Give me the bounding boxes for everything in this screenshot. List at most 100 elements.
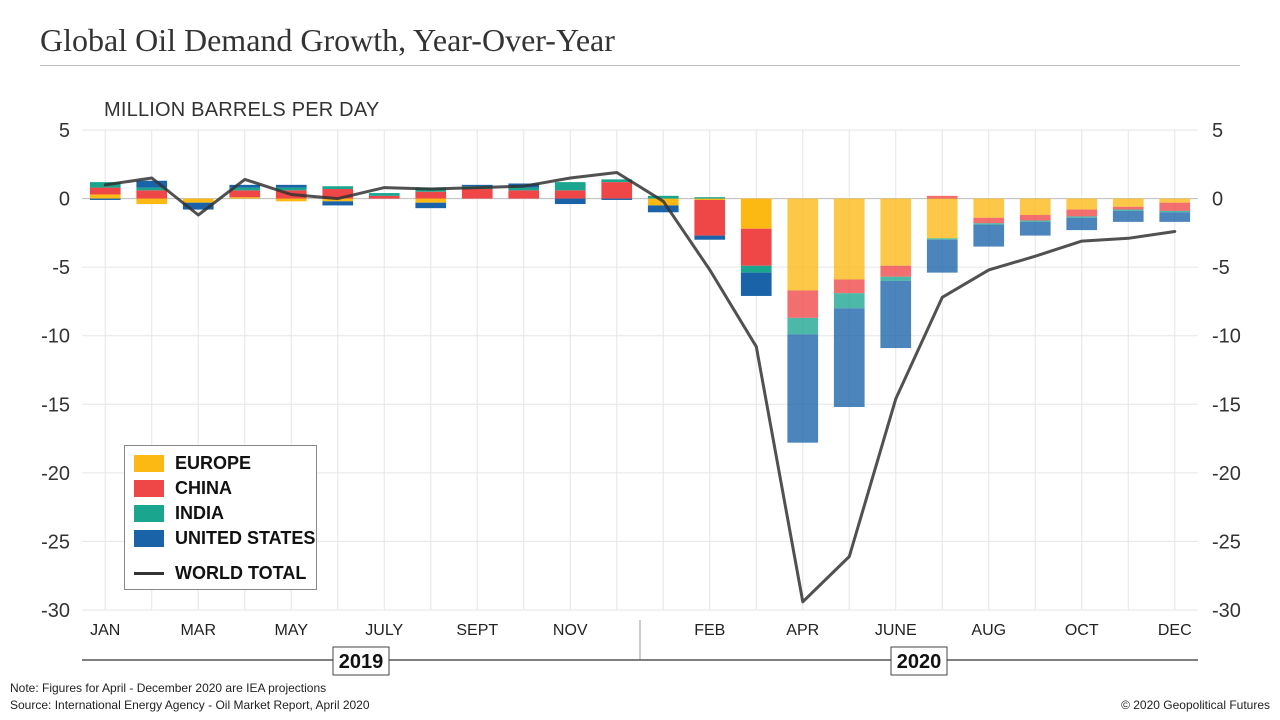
bar-europe [1066,198,1098,210]
legend-swatch-europe [134,454,164,472]
y-tick-label-left: 0 [59,189,70,211]
bar-united-states [740,272,772,296]
bar-united-states [647,205,679,213]
bar-india [136,187,168,191]
bar-china [461,188,493,199]
bar-united-states [182,202,214,210]
legend-item-india: INDIA [134,503,224,523]
bar-india [787,317,819,335]
legend-swatch-india [134,504,164,522]
bar-united-states [1019,221,1051,236]
bar-india [1159,210,1191,213]
bar-china [833,279,865,294]
x-tick-label: DEC [1158,622,1192,639]
bar-europe [415,198,447,203]
y-tick-label-left: -30 [41,600,70,622]
bar-europe [182,198,214,203]
bar-china [601,182,633,199]
bar-china [229,190,261,198]
x-tick-label: MAY [275,622,309,639]
y-tick-label-right: -25 [1212,531,1241,553]
bar-india [554,182,586,191]
bar-india [275,187,307,191]
bar-india [926,238,958,240]
bar-europe [880,198,912,266]
bar-china [694,199,726,236]
world-total-line [103,171,1177,604]
bar-united-states [973,224,1005,247]
bar-india [833,293,865,309]
bar-united-states [833,308,865,408]
bar-china [787,290,819,318]
bar-china [89,187,121,195]
copyright-credit: © 2020 Geopolitical Futures [1121,698,1270,712]
x-tick-label: AUG [971,622,1006,639]
legend-item-europe: EUROPE [134,453,251,473]
source-note: Source: International Energy Agency - Oi… [10,698,370,712]
legend-label-europe: EUROPE [175,452,252,473]
bar-china [880,265,912,277]
legend-swatch-united-states [134,529,164,547]
bar-china [1112,206,1144,210]
bar-europe [275,198,307,202]
bar-china [554,190,586,199]
bar-united-states [322,201,354,206]
bar-china [136,190,168,199]
y-tick-label-left: -20 [41,463,70,485]
y-tick-label-left: 5 [59,120,70,142]
bar-india [1066,216,1098,218]
y-tick-label-left: -10 [41,326,70,348]
bar-china [508,190,540,199]
bar-united-states [1159,212,1191,222]
legend-item-china: CHINA [134,478,232,498]
bar-united-states [694,235,726,240]
bar-europe [740,198,772,229]
bar-united-states [89,198,121,200]
bar-china [740,228,772,266]
bar-united-states [229,184,261,188]
bar-europe [1019,198,1051,216]
bar-united-states [601,198,633,200]
bar-europe [694,198,726,200]
bar-europe [1112,198,1144,207]
y-tick-label-right: -15 [1212,394,1241,416]
bar-china [415,191,447,199]
y-tick-label-left: -15 [41,394,70,416]
y-axis-unit-label: MILLION BARRELS PER DAY [104,99,380,121]
x-tick-label: APR [786,622,819,639]
year-label: 2019 [339,651,384,673]
x-tick-label: JAN [90,622,120,639]
bar-india [1112,209,1144,211]
bar-europe [973,198,1005,218]
bar-united-states [461,184,493,187]
bar-united-states [926,239,958,273]
chart-title: Global Oil Demand Growth, Year-Over-Year [40,22,615,58]
bar-europe [787,198,819,291]
bar-china [1066,209,1098,217]
bar-united-states [554,198,586,205]
bar-united-states [787,334,819,443]
bar-europe [89,194,121,199]
x-tick-label: SEPT [456,622,498,639]
y-tick-label-right: 0 [1212,189,1223,211]
bar-united-states [880,280,912,349]
legend-item-world-total: WORLD TOTAL [134,563,306,583]
bar-china [973,217,1005,224]
legend-label-world-total: WORLD TOTAL [175,562,307,583]
legend-label-united-states: UNITED STATES [175,527,316,548]
legend-line-world-total [134,571,164,575]
y-tick-label-right: 5 [1212,120,1223,142]
projection-note: Note: Figures for April - December 2020 … [10,681,327,695]
x-tick-label: JULY [365,622,403,639]
bar-india [368,193,400,196]
bar-india [229,187,261,191]
bar-united-states [136,180,168,188]
bar-india [322,186,354,189]
bar-india [880,276,912,281]
bar-china [1159,202,1191,211]
bar-india [1019,220,1051,222]
chart-legend: EUROPE CHINA INDIA UNITED STATES WORLD T… [124,445,317,590]
bar-india [694,197,726,199]
bar-united-states [275,184,307,188]
